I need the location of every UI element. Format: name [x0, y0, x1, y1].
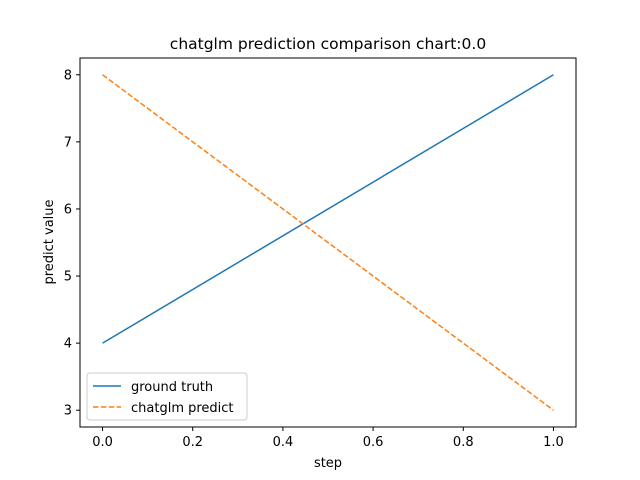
chart-title: chatglm prediction comparison chart:0.0	[170, 35, 486, 53]
y-tick-label: 8	[64, 68, 72, 83]
series-line-ground-truth	[102, 74, 554, 344]
legend: ground truth chatglm predict	[86, 372, 248, 421]
series-line-chatglm-predict	[102, 74, 554, 411]
x-tick-label: 0.4	[273, 435, 294, 450]
y-tick-label: 3	[64, 404, 72, 419]
y-tick-label: 4	[64, 337, 72, 352]
y-tick-label: 6	[64, 202, 72, 217]
series-layer	[102, 74, 554, 411]
x-tick-label: 0.0	[92, 435, 113, 450]
legend-label-chatglm-predict: chatglm predict	[131, 401, 234, 416]
legend-box	[86, 372, 248, 421]
legend-label-ground-truth: ground truth	[131, 380, 213, 395]
plot-frame	[79, 57, 577, 428]
x-axis-ticks: 0.0 0.2 0.4 0.6 0.8 1.0	[92, 427, 564, 450]
y-axis-ticks: 3 4 5 6 7 8	[64, 68, 80, 419]
x-axis-label: step	[314, 456, 342, 471]
y-tick-label: 7	[64, 135, 72, 150]
y-axis-label: predict value	[42, 199, 57, 284]
x-tick-label: 0.6	[363, 435, 384, 450]
x-tick-label: 0.8	[453, 435, 474, 450]
x-tick-label: 1.0	[543, 435, 564, 450]
y-tick-label: 5	[64, 270, 72, 285]
x-tick-label: 0.2	[182, 435, 203, 450]
